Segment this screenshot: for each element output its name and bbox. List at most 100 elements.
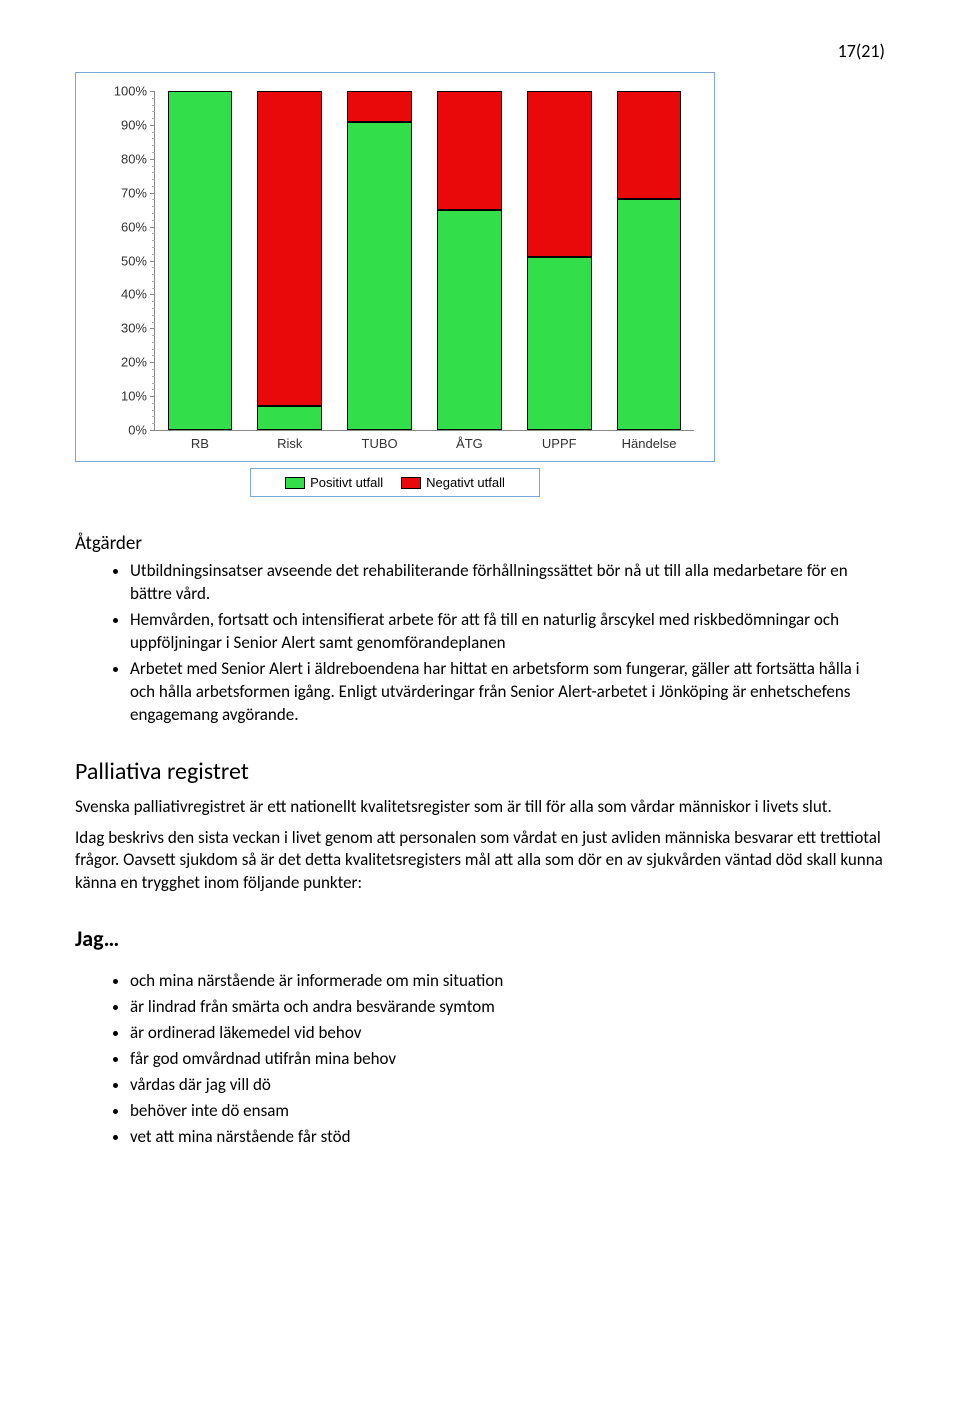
y-tick (150, 227, 155, 228)
y-tick-label: 70% (107, 185, 147, 200)
y-minor-tick (152, 322, 155, 323)
y-minor-tick (152, 376, 155, 377)
y-minor-tick (152, 145, 155, 146)
palliativa-paragraphs: Svenska palliativregistret är ett nation… (75, 796, 885, 896)
bar-segment (437, 210, 502, 430)
y-tick-label: 80% (107, 151, 147, 166)
list-item: behöver inte dö ensam (130, 1100, 885, 1123)
bar-segment (347, 91, 412, 122)
section-title-atgarder: Åtgärder (75, 532, 885, 555)
body-paragraph: Svenska palliativregistret är ett nation… (75, 796, 885, 819)
y-minor-tick (152, 274, 155, 275)
y-minor-tick (152, 132, 155, 133)
legend-swatch (285, 477, 305, 489)
y-minor-tick (152, 369, 155, 370)
y-tick-label: 60% (107, 219, 147, 234)
jag-list: och mina närstående är informerade om mi… (75, 970, 885, 1149)
y-minor-tick (152, 105, 155, 106)
y-minor-tick (152, 315, 155, 316)
bar-group: ÅTG (437, 91, 502, 430)
y-minor-tick (152, 389, 155, 390)
bar-group: UPPF (527, 91, 592, 430)
y-tick (150, 362, 155, 363)
x-tick-label: Händelse (584, 430, 713, 451)
y-minor-tick (152, 179, 155, 180)
atgarder-list: Utbildningsinsatser avseende det rehabil… (75, 560, 885, 727)
y-minor-tick (152, 118, 155, 119)
y-minor-tick (152, 308, 155, 309)
y-minor-tick (152, 247, 155, 248)
y-tick (150, 294, 155, 295)
y-minor-tick (152, 98, 155, 99)
y-minor-tick (152, 355, 155, 356)
legend-item: Negativt utfall (401, 475, 505, 490)
y-minor-tick (152, 288, 155, 289)
bars-container: RB Risk TUBO ÅTG UPPF Händelse (155, 91, 694, 430)
bar-segment (617, 91, 682, 199)
bar-segment (437, 91, 502, 210)
list-item: får god omvårdnad utifrån mina behov (130, 1048, 885, 1071)
y-minor-tick (152, 342, 155, 343)
y-minor-tick (152, 403, 155, 404)
y-minor-tick (152, 383, 155, 384)
y-tick-label: 100% (107, 84, 147, 99)
bar-group: Risk (257, 91, 322, 430)
list-item: vårdas där jag vill dö (130, 1074, 885, 1097)
y-tick (150, 430, 155, 431)
bar-segment (257, 91, 322, 406)
y-tick-label: 50% (107, 253, 147, 268)
stacked-bar-chart: RBRiskTUBOÅTGUPPFHändelse 0%10%20%30%40%… (75, 72, 715, 497)
chart-legend: Positivt utfall Negativt utfall (250, 468, 540, 497)
y-tick (150, 91, 155, 92)
body-paragraph: Idag beskrivs den sista veckan i livet g… (75, 827, 885, 896)
legend-label: Negativt utfall (426, 475, 505, 490)
bar-segment (527, 91, 592, 257)
y-minor-tick (152, 410, 155, 411)
bar-segment (168, 91, 233, 430)
list-item: Utbildningsinsatser avseende det rehabil… (130, 560, 885, 606)
y-tick (150, 328, 155, 329)
bar-segment (347, 122, 412, 430)
y-minor-tick (152, 186, 155, 187)
legend-label: Positivt utfall (310, 475, 383, 490)
bar-group: RB (168, 91, 233, 430)
y-minor-tick (152, 423, 155, 424)
bar-segment (257, 406, 322, 430)
y-tick-label: 30% (107, 321, 147, 336)
y-minor-tick (152, 172, 155, 173)
list-item: är lindrad från smärta och andra besvära… (130, 996, 885, 1019)
y-tick-label: 20% (107, 355, 147, 370)
y-tick (150, 396, 155, 397)
y-minor-tick (152, 267, 155, 268)
list-item: vet att mina närstående får stöd (130, 1126, 885, 1149)
y-minor-tick (152, 220, 155, 221)
list-item: och mina närstående är informerade om mi… (130, 970, 885, 993)
y-tick (150, 159, 155, 160)
list-item: Arbetet med Senior Alert i äldreboendena… (130, 658, 885, 727)
y-minor-tick (152, 416, 155, 417)
y-minor-tick (152, 349, 155, 350)
y-minor-tick (152, 301, 155, 302)
list-item: är ordinerad läkemedel vid behov (130, 1022, 885, 1045)
section-title-palliativa: Palliativa registret (75, 757, 885, 786)
y-tick (150, 125, 155, 126)
y-minor-tick (152, 206, 155, 207)
y-minor-tick (152, 166, 155, 167)
y-minor-tick (152, 111, 155, 112)
y-minor-tick (152, 213, 155, 214)
bar-group: TUBO (347, 91, 412, 430)
y-tick-label: 90% (107, 117, 147, 132)
bar-group: Händelse (617, 91, 682, 430)
chart-box: RBRiskTUBOÅTGUPPFHändelse 0%10%20%30%40%… (75, 72, 715, 462)
y-minor-tick (152, 233, 155, 234)
plot-area: RBRiskTUBOÅTGUPPFHändelse 0%10%20%30%40%… (154, 91, 694, 431)
bar-segment (617, 199, 682, 430)
y-tick (150, 193, 155, 194)
section-title-jag: Jag… (75, 925, 885, 952)
legend-swatch (401, 477, 421, 489)
list-item: Hemvården, fortsatt och intensifierat ar… (130, 609, 885, 655)
y-tick (150, 261, 155, 262)
y-minor-tick (152, 138, 155, 139)
y-minor-tick (152, 199, 155, 200)
y-tick-label: 0% (107, 423, 147, 438)
